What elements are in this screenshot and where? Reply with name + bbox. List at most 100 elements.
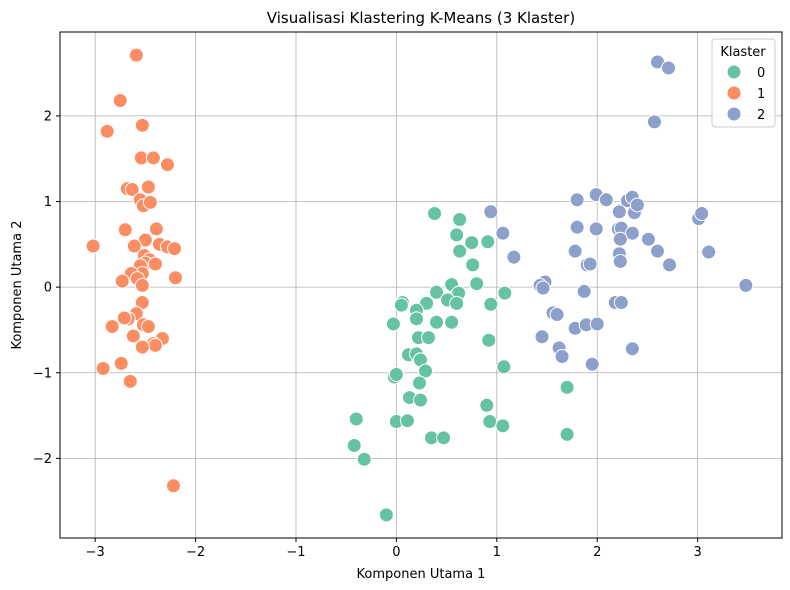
data-point-cluster-1 <box>134 277 150 293</box>
data-point-cluster-2 <box>624 225 640 241</box>
data-point-cluster-1 <box>166 241 182 257</box>
data-point-cluster-2 <box>661 60 677 76</box>
data-point-cluster-1 <box>104 319 120 335</box>
data-point-cluster-2 <box>588 221 604 237</box>
data-point-cluster-2 <box>554 348 570 364</box>
data-point-cluster-2 <box>506 249 522 265</box>
legend-marker-1 <box>726 85 742 101</box>
data-point-cluster-2 <box>569 192 585 208</box>
data-point-cluster-2 <box>495 225 511 241</box>
data-point-cluster-1 <box>167 270 183 286</box>
data-point-cluster-2 <box>549 307 565 323</box>
data-point-cluster-1 <box>142 194 158 210</box>
data-point-cluster-0 <box>429 314 445 330</box>
data-point-cluster-1 <box>113 355 129 371</box>
data-point-cluster-0 <box>559 426 575 442</box>
data-point-cluster-1 <box>112 92 128 108</box>
data-point-cluster-0 <box>388 366 404 382</box>
data-point-cluster-0 <box>481 332 497 348</box>
x-axis-label: Komponen Utama 1 <box>357 567 486 582</box>
data-point-cluster-1 <box>85 238 101 254</box>
data-point-cluster-0 <box>411 375 427 391</box>
data-point-cluster-2 <box>662 257 678 273</box>
data-point-cluster-0 <box>452 243 468 259</box>
data-point-cluster-0 <box>497 285 513 301</box>
data-point-cluster-0 <box>449 227 465 243</box>
data-point-cluster-1 <box>128 47 144 63</box>
x-tick-label: −2 <box>186 545 205 560</box>
x-tick-label: 0 <box>392 545 400 560</box>
data-point-cluster-0 <box>482 414 498 430</box>
data-point-cluster-1 <box>117 222 133 238</box>
y-tick-label: 2 <box>44 109 52 124</box>
data-point-cluster-0 <box>385 316 401 332</box>
data-point-cluster-2 <box>584 356 600 372</box>
x-tick-label: −1 <box>286 545 305 560</box>
x-tick-label: 1 <box>493 545 501 560</box>
data-point-cluster-0 <box>464 235 480 251</box>
data-point-cluster-2 <box>567 243 583 259</box>
plot-frame <box>59 31 783 539</box>
data-point-cluster-0 <box>348 411 364 427</box>
data-point-cluster-0 <box>469 276 485 292</box>
data-point-cluster-2 <box>649 243 665 259</box>
data-point-cluster-0 <box>393 297 409 313</box>
legend-label-2: 2 <box>757 108 765 123</box>
legend-title: Klaster <box>720 45 766 60</box>
data-point-cluster-1 <box>147 256 163 272</box>
data-point-cluster-2 <box>582 256 598 272</box>
data-point-cluster-0 <box>483 296 499 312</box>
data-point-cluster-2 <box>589 316 605 332</box>
y-tick-label: 0 <box>44 281 52 296</box>
data-point-cluster-1 <box>145 150 161 166</box>
data-point-cluster-2 <box>640 231 656 247</box>
data-point-cluster-0 <box>480 234 496 250</box>
data-point-cluster-0 <box>436 430 452 446</box>
data-point-cluster-0 <box>444 314 460 330</box>
data-point-cluster-2 <box>738 277 754 293</box>
x-tick-label: 2 <box>593 545 601 560</box>
y-tick-label: 1 <box>44 195 52 210</box>
data-point-cluster-2 <box>534 329 550 345</box>
data-point-cluster-1 <box>125 328 141 344</box>
axis-ticks: −3 −2 −1 0 1 2 3 −2 −1 0 1 2 <box>33 109 702 560</box>
data-point-cluster-1 <box>122 373 138 389</box>
y-axis-label: Komponen Utama 2 <box>10 221 25 350</box>
data-point-cluster-1 <box>134 339 150 355</box>
y-tick-label: −2 <box>33 452 52 467</box>
data-point-cluster-0 <box>356 451 372 467</box>
data-point-cluster-0 <box>418 363 434 379</box>
data-point-cluster-1 <box>126 238 142 254</box>
data-point-cluster-1 <box>95 360 111 376</box>
data-point-cluster-0 <box>479 397 495 413</box>
data-point-cluster-0 <box>408 311 424 327</box>
data-point-cluster-1 <box>140 179 156 195</box>
data-point-cluster-2 <box>612 253 628 269</box>
data-point-cluster-2 <box>598 192 614 208</box>
data-point-cluster-0 <box>378 507 394 523</box>
data-point-cluster-2 <box>613 295 629 311</box>
data-point-cluster-2 <box>694 206 710 222</box>
data-point-cluster-0 <box>346 438 362 454</box>
data-point-cluster-0 <box>465 257 481 273</box>
data-point-cluster-0 <box>452 212 468 228</box>
data-point-cluster-1 <box>134 117 150 133</box>
data-point-cluster-2 <box>629 197 645 213</box>
data-point-cluster-0 <box>421 330 437 346</box>
legend-box <box>711 38 776 128</box>
data-point-cluster-2 <box>535 280 551 296</box>
data-point-cluster-0 <box>427 206 443 222</box>
data-point-cluster-0 <box>399 413 415 429</box>
data-point-cluster-2 <box>612 231 628 247</box>
legend-marker-0 <box>726 64 742 80</box>
data-point-cluster-1 <box>165 478 181 494</box>
data-point-cluster-1 <box>124 182 140 198</box>
legend-marker-2 <box>726 106 742 122</box>
legend: Klaster 0 1 2 <box>711 38 776 128</box>
y-tick-label: −1 <box>33 366 52 381</box>
x-tick-label: −3 <box>86 545 105 560</box>
data-point-cluster-0 <box>412 392 428 408</box>
x-tick-label: 3 <box>694 545 702 560</box>
data-point-cluster-1 <box>148 221 164 237</box>
